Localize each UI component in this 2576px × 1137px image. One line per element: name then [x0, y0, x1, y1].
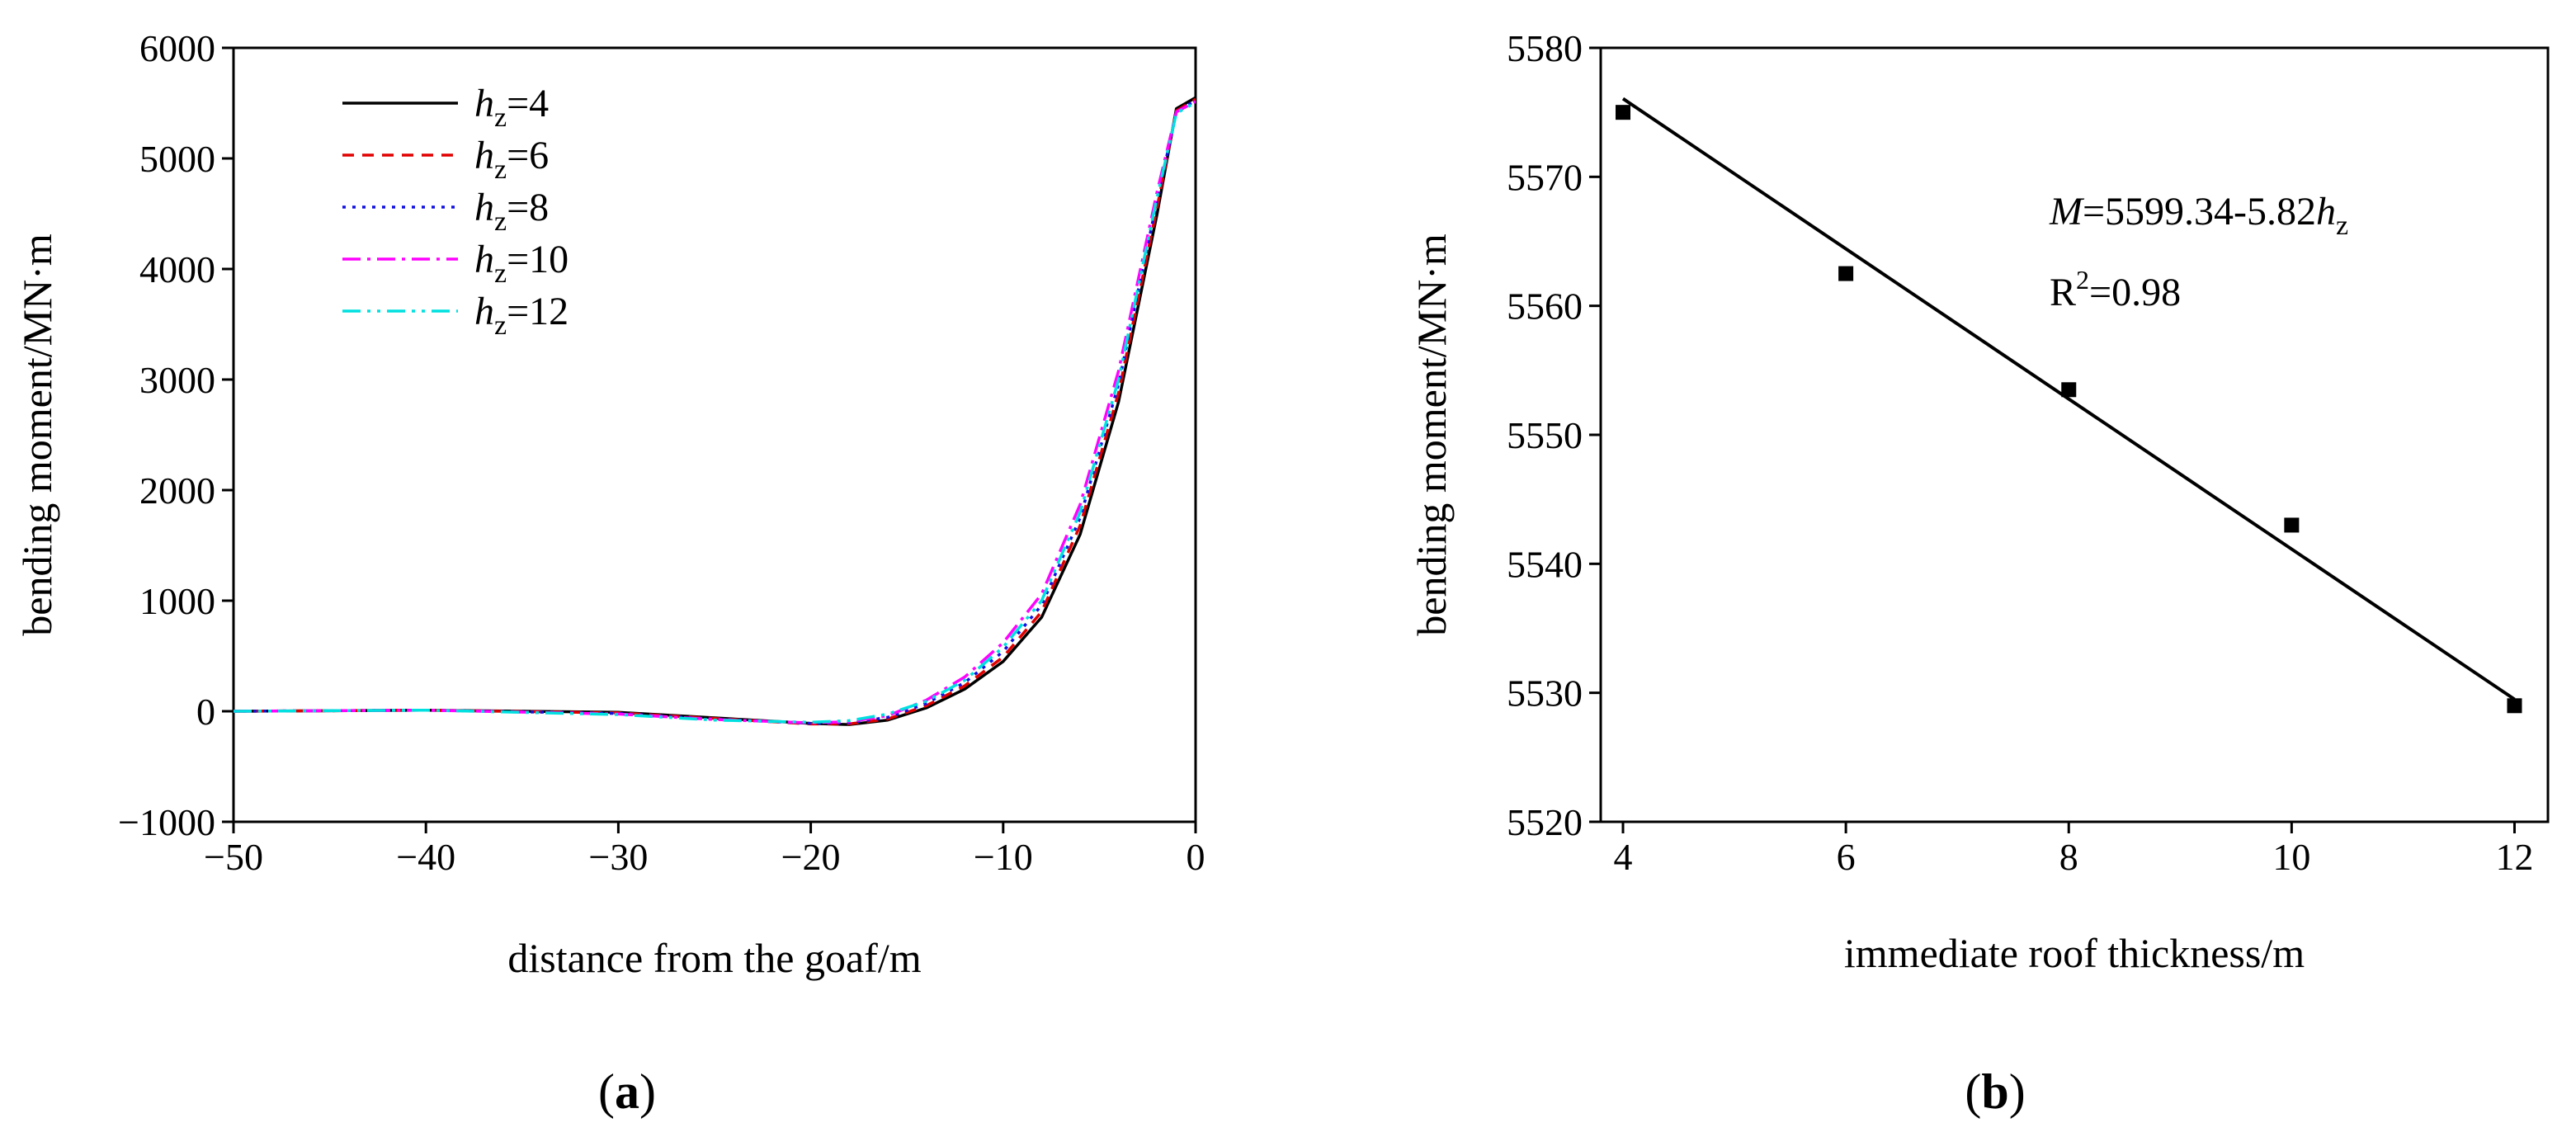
panel-a-label: (a) [598, 1064, 656, 1119]
panel-b-plot-frame [1599, 46, 2550, 823]
panel-a-x-axis-label: distance from the goaf/m [507, 935, 921, 981]
legend-label-hz-12: hz=12 [474, 290, 569, 341]
panel-a-y-tick-label: 0 [196, 691, 215, 733]
panel-b-y-tick-label: 5520 [1507, 801, 1583, 843]
panel-a-x-tick-label: −40 [396, 836, 455, 878]
panel-a-y-tick-label: −1000 [118, 801, 215, 843]
panel-b-data-point [1838, 266, 1854, 281]
panel-b-y-tick-label: 5580 [1507, 27, 1583, 69]
panel-a-y-tick-label: 3000 [139, 359, 215, 401]
panel-a-x-tick-label: 0 [1187, 836, 1205, 878]
panel-b-fit-line-group [1621, 97, 2516, 701]
legend-label-hz-6: hz=6 [474, 134, 549, 185]
panel-b-x-tick-label: 10 [2272, 836, 2310, 878]
series-line-hz-4 [234, 96, 1196, 726]
panel-b-x-tick-label: 12 [2495, 836, 2533, 878]
legend-label-hz-4: hz=4 [474, 82, 549, 133]
series-line-hz-6 [234, 97, 1196, 726]
panel-b-data-point [2284, 517, 2300, 533]
panel-b-chart: 4 6 8 10 12 5520 5530 5540 5550 5560 5570 5580 M=5… [1408, 27, 2550, 1119]
panel-a-y-tick-label: 1000 [139, 580, 215, 622]
series-line-hz-8 [234, 99, 1196, 725]
panel-a-x-ticks: −50 −40 −30 −20 −10 0 [204, 822, 1205, 878]
panel-b-x-tick-label: 8 [2059, 836, 2078, 878]
panel-b-x-tick-label: 4 [1614, 836, 1633, 878]
panel-a-y-ticks: −1000 0 1000 2000 3000 4000 5000 6000 [118, 27, 234, 843]
legend-label-hz-8: hz=8 [474, 186, 549, 237]
panel-b-points [1616, 105, 2522, 714]
panel-b-fit-line [1621, 97, 2516, 701]
panel-b-x-ticks: 4 6 8 10 12 [1614, 822, 2533, 878]
panel-b-y-axis-label: bending moment/MN·m [1408, 234, 1455, 636]
panel-b-data-point [2061, 382, 2077, 398]
legend-label-hz-10: hz=10 [474, 238, 569, 289]
panel-a-y-axis-label: bending moment/MN·m [14, 234, 60, 636]
panel-a-chart: −50 −40 −30 −20 −10 0 −1000 0 1000 2000 3000 4000 5… [14, 27, 1205, 1119]
panel-a-y-tick-label: 2000 [139, 469, 215, 512]
series-line-hz-12 [234, 101, 1196, 724]
panel-b-x-tick-label: 6 [1837, 836, 1856, 878]
panel-b-r-squared: R2=0.98 [2050, 265, 2181, 314]
panel-b-y-tick-label: 5560 [1507, 285, 1583, 328]
panel-b-y-tick-label: 5540 [1507, 543, 1583, 585]
panel-b-y-ticks: 5520 5530 5540 5550 5560 5570 5580 [1507, 27, 1601, 843]
panel-a-x-tick-label: −10 [974, 836, 1033, 878]
panel-b-equation: M=5599.34-5.82hz [2049, 190, 2348, 241]
panel-a-series [234, 96, 1196, 726]
panel-b-label: (b) [1965, 1064, 2025, 1119]
panel-b-data-point [2507, 698, 2522, 714]
panel-b-y-tick-label: 5530 [1507, 672, 1583, 715]
panel-a-x-tick-label: −30 [588, 836, 648, 878]
panel-a-plot-frame [232, 46, 1197, 823]
panel-b-y-tick-label: 5550 [1507, 414, 1583, 456]
panel-a-x-tick-label: −50 [204, 836, 263, 878]
panel-a-y-tick-label: 6000 [139, 27, 215, 69]
panel-a-y-tick-label: 4000 [139, 248, 215, 290]
panel-a-y-tick-label: 5000 [139, 138, 215, 180]
panel-b-x-axis-label: immediate roof thickness/m [1844, 930, 2305, 976]
panel-b-y-tick-label: 5570 [1507, 156, 1583, 198]
panel-b-data-point [1616, 105, 1631, 120]
series-line-hz-10 [234, 100, 1196, 724]
panel-a-x-tick-label: −20 [781, 836, 841, 878]
